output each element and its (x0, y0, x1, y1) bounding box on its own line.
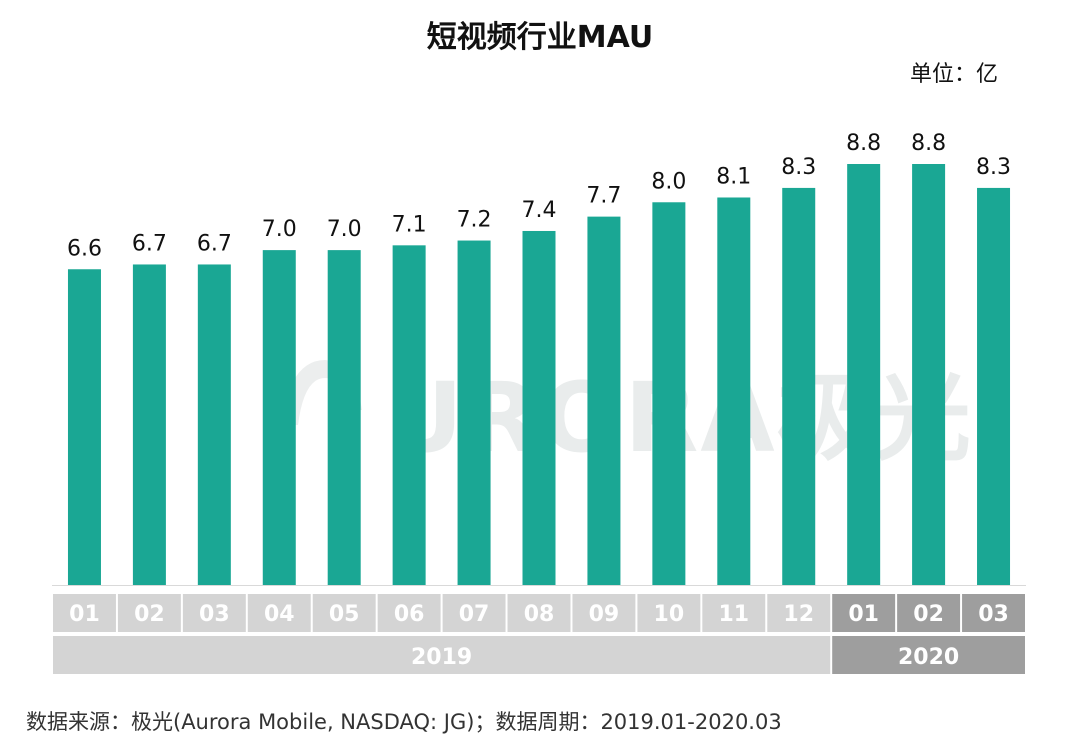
x-tick-label: 01 (69, 602, 100, 627)
year-cell (53, 636, 831, 674)
chart-title: 短视频行业MAU (426, 20, 654, 55)
data-label: 7.0 (262, 217, 297, 242)
month-cell (53, 594, 116, 632)
bar (132, 264, 166, 585)
bar (912, 164, 946, 585)
x-tick-label: 02 (913, 602, 944, 627)
month-cell (247, 594, 311, 632)
month-cell (832, 594, 896, 632)
x-tick-label: 04 (264, 602, 295, 627)
x-tick-label: 02 (134, 602, 165, 627)
month-cell (637, 594, 701, 632)
source-note: 数据来源：极光(Aurora Mobile, NASDAQ: JG)；数据周期：… (26, 710, 782, 734)
month-cell (442, 594, 506, 632)
x-tick-label: 10 (654, 602, 685, 627)
data-label: 8.3 (781, 155, 816, 180)
bar (587, 216, 621, 585)
bar (717, 197, 751, 585)
x-tick-label: 05 (329, 602, 360, 627)
month-cell (962, 594, 1025, 632)
bar (522, 230, 556, 585)
x-tick-label: 09 (589, 602, 620, 627)
data-label: 6.7 (132, 231, 167, 256)
bar (782, 187, 816, 585)
data-label: 6.7 (197, 231, 232, 256)
bar (847, 164, 881, 585)
month-cell (182, 594, 246, 632)
x-tick-label: 03 (978, 602, 1009, 627)
bar (67, 269, 101, 585)
data-label: 8.3 (976, 155, 1011, 180)
bar (197, 264, 231, 585)
data-label: 7.4 (522, 198, 557, 223)
month-cell (572, 594, 636, 632)
bar (457, 240, 491, 585)
x-tick-label: 11 (718, 602, 749, 627)
data-label: 6.6 (67, 236, 102, 261)
data-label: 7.7 (586, 184, 621, 209)
x-tick-label: 01 (848, 602, 879, 627)
unit-label: 单位：亿 (909, 62, 998, 87)
bar (327, 250, 361, 585)
data-label: 8.0 (651, 169, 686, 194)
data-label: 8.8 (911, 131, 946, 156)
bar (652, 202, 686, 586)
x-tick-label: 06 (394, 602, 425, 627)
month-cell (507, 594, 571, 632)
data-label: 7.1 (392, 212, 427, 237)
data-label: 8.8 (846, 131, 881, 156)
x-tick-label: 08 (524, 602, 555, 627)
bar-chart: 6.6 6.7 6.7 7.0 7.0 7.1 7.2 7.4 7.7 8.0 8.1 8.3 8.8 8… (52, 131, 1026, 674)
month-cell (702, 594, 766, 632)
month-cell (377, 594, 441, 632)
year-cell (832, 636, 1025, 674)
x-tick-label: 12 (783, 602, 814, 627)
month-cell (117, 594, 181, 632)
x-tick-label: 03 (199, 602, 230, 627)
month-cell (897, 594, 961, 632)
year-label: 2020 (898, 645, 959, 670)
data-label: 7.0 (327, 217, 362, 242)
bar (977, 187, 1011, 585)
year-label: 2019 (411, 645, 472, 670)
month-cell (312, 594, 376, 632)
month-cell (767, 594, 831, 632)
bar (262, 250, 296, 585)
data-label: 7.2 (457, 208, 492, 233)
bar (392, 245, 426, 586)
data-label: 8.1 (716, 164, 751, 189)
x-tick-label: 07 (459, 602, 490, 627)
